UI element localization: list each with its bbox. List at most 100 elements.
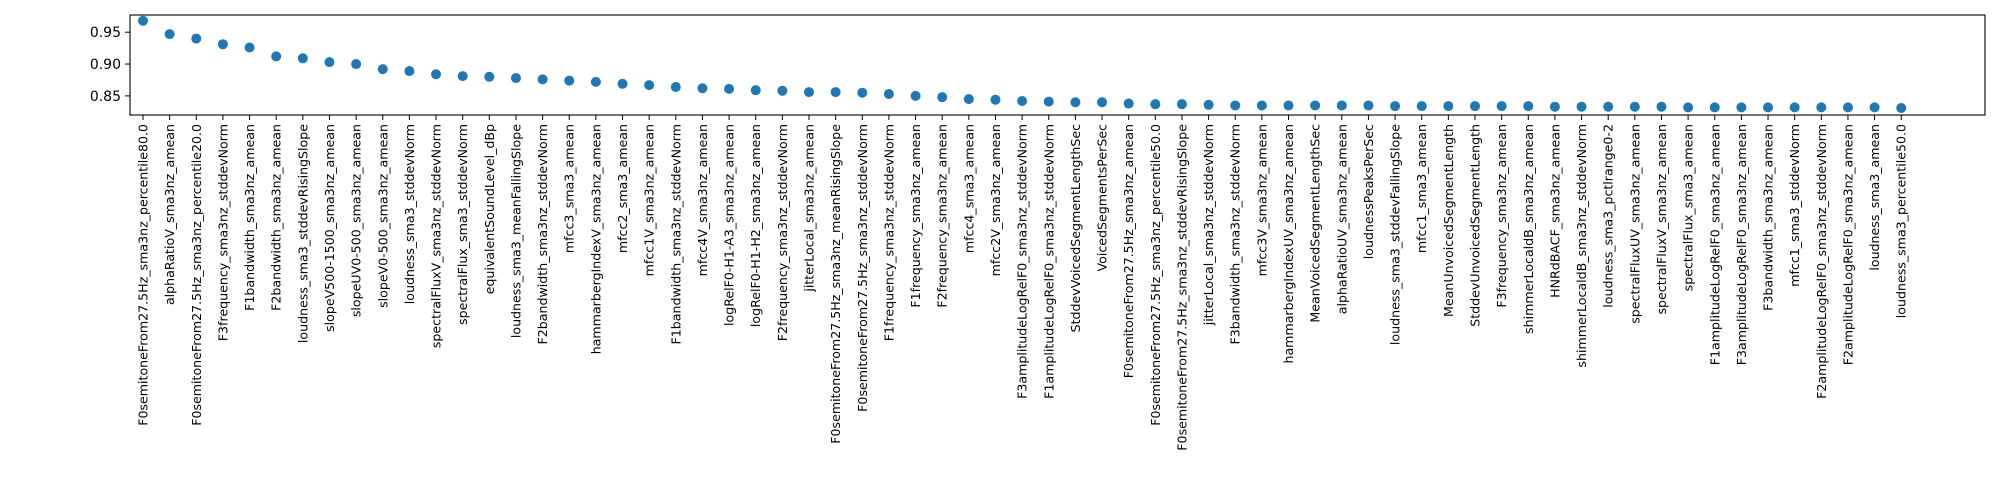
x-tick-label: MeanUnvoicedSegmentLength <box>1441 124 1456 317</box>
x-tick-label: loudness_sma3_meanFallingSlope <box>508 124 523 338</box>
x-tick-label: F3amplitudeLogRelF0_sma3nz_amean <box>1734 124 1749 365</box>
x-tick-label: loudness_sma3_stddevFallingSlope <box>1388 124 1403 345</box>
data-point <box>670 81 681 92</box>
data-point <box>1150 99 1161 110</box>
data-point <box>590 76 601 87</box>
data-point <box>910 90 921 101</box>
data-point <box>1363 100 1374 111</box>
data-point <box>804 87 814 98</box>
x-tick-label: F2bandwidth_sma3nz_stddevNorm <box>535 124 550 344</box>
data-point <box>1230 100 1241 111</box>
data-points <box>138 15 1907 113</box>
data-point <box>244 42 255 53</box>
data-point <box>1283 100 1294 111</box>
x-tick-label: spectralFlux_sma3_stddevNorm <box>455 124 470 325</box>
data-point <box>1523 101 1534 112</box>
x-tick-label: slopeV0-500_sma3nz_amean <box>375 124 390 308</box>
x-tick-label: F0semitoneFrom27.5Hz_sma3nz_percentile20… <box>189 124 204 426</box>
x-tick-label: equivalentSoundLevel_dBp <box>482 124 497 294</box>
data-point <box>537 74 548 85</box>
x-tick-label: F0semitoneFrom27.5Hz_sma3nz_stddevNorm <box>855 124 870 412</box>
x-tick-label: F0semitoneFrom27.5Hz_sma3nz_meanRisingSl… <box>828 124 843 444</box>
x-tick-label: hammarbergIndexUV_sma3nz_amean <box>1281 124 1296 364</box>
x-tick-label: alphaRatioUV_sma3nz_amean <box>1334 124 1349 314</box>
x-tick-label: F2frequency_sma3nz_stddevNorm <box>775 124 790 341</box>
data-point <box>1336 100 1347 111</box>
data-point <box>1443 101 1454 112</box>
x-tick-label: mfcc4_sma3_amean <box>961 124 976 253</box>
data-point <box>1043 96 1054 107</box>
x-tick-label: VoicedSegmentsPerSec <box>1095 124 1110 272</box>
data-point <box>191 33 202 44</box>
data-point <box>484 71 495 82</box>
data-point <box>1390 101 1401 112</box>
data-point <box>324 57 335 68</box>
x-tick-label: F0semitoneFrom27.5Hz_sma3nz_amean <box>1121 124 1136 378</box>
data-point <box>777 85 788 96</box>
x-tick-label: F3frequency_sma3nz_amean <box>1494 124 1509 308</box>
data-point <box>457 71 468 82</box>
x-tick-label: loudness_sma3_stddevRisingSlope <box>295 124 310 343</box>
x-tick-label: loudness_sma3_pctlrange0-2 <box>1601 124 1616 308</box>
x-tick-label: logRelF0-H1-H2_sma3nz_amean <box>748 124 763 327</box>
x-tick-label: F2bandwidth_sma3nz_amean <box>269 124 284 311</box>
data-point <box>724 83 735 94</box>
data-point <box>1203 99 1214 110</box>
x-tick-label: slopeV500-1500_sma3nz_amean <box>322 124 337 332</box>
x-tick-label: StddevUnvoicedSegmentLength <box>1468 124 1483 327</box>
data-point <box>963 94 974 105</box>
data-point <box>1576 101 1587 112</box>
x-tick-label: mfcc1_sma3_amean <box>1414 124 1429 253</box>
data-point <box>1470 101 1480 112</box>
x-tick-label: F1amplitudeLogRelF0_sma3nz_amean <box>1707 124 1722 365</box>
data-point <box>297 53 308 64</box>
x-tick-label: StddevVoicedSegmentLengthSec <box>1068 124 1083 332</box>
data-point <box>1549 101 1560 112</box>
x-tick-label: F1frequency_sma3nz_amean <box>908 124 923 308</box>
x-tick-label: loudness_sma3_amean <box>1867 124 1882 271</box>
x-tick-label: F1frequency_sma3nz_stddevNorm <box>881 124 896 341</box>
x-tick-label: spectralFluxUV_sma3nz_amean <box>1627 124 1642 324</box>
x-tick-label: spectralFluxV_sma3nz_amean <box>1654 124 1669 315</box>
x-tick-label: logRelF0-H1-A3_sma3nz_amean <box>722 124 737 326</box>
data-point <box>1176 99 1187 110</box>
y-tick-label: 0.85 <box>90 89 121 105</box>
x-tick-label: F1amplitudeLogRelF0_sma3nz_stddevNorm <box>1041 124 1056 399</box>
data-point <box>857 87 868 98</box>
data-point <box>1789 102 1800 113</box>
x-tick-label: F3amplitudeLogRelF0_sma3nz_stddevNorm <box>1015 124 1030 399</box>
data-point <box>1736 102 1747 113</box>
data-point <box>1869 102 1880 113</box>
data-point <box>351 59 362 70</box>
data-point <box>564 75 575 86</box>
x-tick-label: F0semitoneFrom27.5Hz_sma3nz_percentile80… <box>136 124 151 426</box>
x-tick-label: loudness_sma3_percentile50.0 <box>1894 124 1909 318</box>
data-point <box>1683 102 1694 113</box>
x-tick-label: mfcc3_sma3_amean <box>562 124 577 253</box>
x-tick-label: F2amplitudeLogRelF0_sma3nz_amean <box>1840 124 1855 365</box>
data-point <box>164 29 175 40</box>
x-tick-label: shimmerLocaldB_sma3nz_amean <box>1521 124 1536 334</box>
data-point <box>830 87 841 98</box>
x-tick-label: MeanVoicedSegmentLengthSec <box>1308 124 1323 323</box>
y-axis: 0.85 0.90 0.95 <box>90 25 130 105</box>
data-point <box>404 66 415 77</box>
data-point <box>697 83 708 94</box>
x-tick-label: mfcc2V_sma3nz_amean <box>988 124 1003 276</box>
data-point <box>883 88 894 99</box>
x-tick-label: loudnessPeaksPerSec <box>1361 124 1376 259</box>
data-point <box>1603 101 1614 112</box>
data-point <box>1097 97 1108 108</box>
x-tick-label: F0semitoneFrom27.5Hz_sma3nz_stddevRising… <box>1174 124 1189 451</box>
data-point <box>1496 101 1507 112</box>
data-point <box>1656 101 1667 112</box>
data-point <box>617 78 628 89</box>
x-tick-label: loudness_sma3_stddevNorm <box>402 124 417 304</box>
data-point <box>1896 102 1907 113</box>
x-tick-label: alphaRatioV_sma3nz_amean <box>162 124 177 305</box>
data-point <box>1763 102 1774 113</box>
data-point <box>431 69 442 80</box>
